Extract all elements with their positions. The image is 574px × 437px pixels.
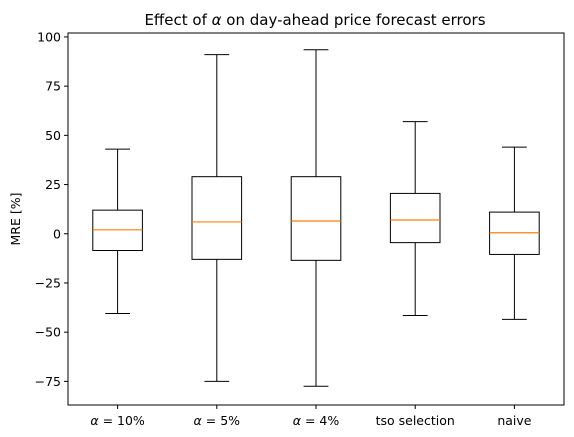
box-iqr: [290, 176, 342, 261]
chart-title-prefix: Effect of: [144, 11, 211, 29]
x-tick-label-text: tso selection: [376, 413, 455, 428]
plot-frame: [67, 32, 565, 406]
x-tick-label-text: = 4%: [301, 413, 339, 428]
x-tick-label: α = 10%: [90, 413, 145, 428]
y-tick-label: 25: [45, 177, 61, 192]
x-tick-label: tso selection: [376, 413, 455, 428]
chart-title-symbol: α: [212, 11, 222, 29]
y-tick-label: −25: [35, 275, 61, 290]
chart-title: Effect of α on day-ahead price forecast …: [144, 11, 485, 29]
x-tick-label: α = 5%: [194, 413, 241, 428]
x-tick-label-symbol: α: [293, 413, 302, 428]
y-tick-label: 50: [45, 128, 61, 143]
y-axis-label: MRE [%]: [8, 193, 23, 246]
x-tick-label-text: = 10%: [99, 413, 145, 428]
x-tick-label: naive: [497, 413, 531, 428]
x-tick-label-text: naive: [497, 413, 531, 428]
chart-title-suffix: on day-ahead price forecast errors: [222, 11, 486, 29]
x-tick-label-symbol: α: [194, 413, 203, 428]
x-tick-label-symbol: α: [90, 413, 99, 428]
y-tick-label: −50: [35, 325, 61, 340]
y-tick-label: −75: [35, 374, 61, 389]
y-tick-label: 100: [37, 29, 61, 44]
y-tick-label: 0: [53, 226, 61, 241]
y-tick-label: 75: [45, 79, 61, 94]
box-iqr: [389, 192, 441, 244]
box-iqr: [191, 176, 243, 260]
x-tick-label: α = 4%: [293, 413, 340, 428]
x-tick-label-text: = 5%: [202, 413, 240, 428]
